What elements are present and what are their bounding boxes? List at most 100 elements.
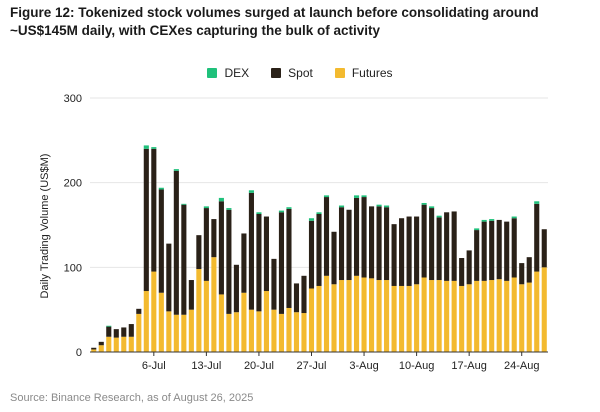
bar-spot — [406, 216, 412, 286]
bar-spot — [143, 148, 149, 292]
bar-spot — [241, 233, 247, 293]
bar-spot — [331, 231, 337, 285]
bar-spot — [534, 203, 540, 272]
bar-spot — [489, 220, 495, 281]
bar-futures — [113, 337, 119, 352]
bar-futures — [504, 280, 510, 352]
bar-spot — [376, 206, 382, 281]
bar-spot — [436, 217, 442, 281]
x-tick-label: 27-Jul — [297, 360, 327, 372]
bar-spot — [399, 218, 405, 286]
bar-spot — [466, 250, 472, 285]
bar-spot — [271, 258, 277, 310]
bar-spot — [181, 204, 187, 315]
bar-spot — [301, 275, 307, 314]
bar-futures — [166, 311, 172, 352]
bar-spot — [511, 218, 517, 278]
bar-futures — [346, 280, 352, 352]
bar-futures — [128, 336, 134, 352]
bar-dex — [203, 206, 209, 209]
bar-futures — [106, 336, 112, 352]
source-note: Source: Binance Research, as of August 2… — [10, 392, 254, 404]
bar-spot — [338, 207, 345, 281]
bar-dex — [181, 203, 187, 205]
bar-spot — [158, 189, 164, 293]
bar-spot — [173, 170, 179, 315]
bar-futures — [151, 271, 157, 352]
y-axis-label: Daily Trading Volume (US$M) — [39, 154, 51, 299]
bar-futures — [391, 285, 397, 352]
bar-dex — [436, 215, 442, 218]
legend-dex: DEX — [207, 66, 249, 80]
bar-futures — [203, 280, 209, 352]
bar-futures — [181, 314, 187, 352]
bar-dex — [151, 147, 157, 149]
bar-dex — [361, 195, 367, 198]
bar-dex — [489, 219, 495, 221]
bar-dex — [316, 212, 322, 214]
legend-spot-swatch — [271, 68, 282, 78]
bar-dex — [323, 195, 330, 198]
bar-spot — [421, 204, 427, 278]
bar-dex — [173, 169, 179, 171]
bar-futures — [474, 280, 480, 352]
bar-spot — [323, 197, 330, 276]
bar-spot — [188, 280, 194, 310]
bar-dex — [256, 212, 262, 214]
bar-futures — [196, 269, 202, 352]
bar-futures — [143, 291, 149, 352]
bar-futures — [369, 278, 375, 352]
bar-spot — [384, 207, 390, 281]
bar-spot — [278, 212, 285, 314]
bar-futures — [384, 280, 390, 352]
bar-futures — [526, 282, 532, 352]
bar-dex — [106, 325, 112, 327]
bar-futures — [316, 285, 322, 352]
bar-spot — [233, 264, 239, 313]
bar-spot — [316, 213, 322, 286]
bar-spot — [136, 308, 142, 314]
bar-futures — [534, 271, 540, 352]
bar-futures — [444, 280, 450, 352]
bar-spot — [196, 235, 202, 270]
bar-futures — [323, 275, 330, 352]
legend-futures-swatch — [334, 68, 345, 78]
bar-futures — [331, 284, 337, 352]
bar-futures — [459, 285, 465, 352]
bar-spot — [151, 148, 157, 272]
bar-dex — [534, 201, 540, 204]
bar-dex — [218, 197, 224, 202]
bar-dex — [429, 206, 435, 209]
bar-futures — [218, 294, 224, 352]
bar-futures — [293, 312, 300, 352]
bar-futures — [489, 280, 495, 352]
bar-futures — [91, 349, 97, 352]
bar-spot — [451, 211, 457, 281]
bar-futures — [211, 257, 217, 352]
x-tick-label: 17-Aug — [451, 360, 486, 372]
bar-futures — [263, 291, 269, 352]
bar-futures — [256, 311, 262, 352]
bar-spot — [226, 209, 232, 314]
x-tick-label: 6-Jul — [142, 360, 166, 372]
bar-dex — [474, 228, 480, 231]
bar-spot — [211, 219, 217, 258]
bar-dex — [384, 205, 390, 208]
bar-futures — [399, 285, 405, 352]
bar-futures — [278, 313, 285, 352]
bar-futures — [338, 280, 345, 352]
bar-spot — [256, 213, 262, 312]
bar-futures — [376, 280, 382, 352]
bar-dex — [511, 216, 517, 219]
legend-spot: Spot — [271, 66, 313, 80]
bar-spot — [218, 201, 224, 295]
bar-spot — [541, 229, 547, 268]
bar-dex — [158, 187, 164, 190]
bar-dex — [421, 202, 427, 205]
x-tick-label: 13-Jul — [191, 360, 221, 372]
legend-spot-label: Spot — [288, 66, 313, 80]
bar-futures — [406, 285, 412, 352]
bar-spot — [121, 327, 127, 337]
bar-dex — [143, 145, 149, 149]
